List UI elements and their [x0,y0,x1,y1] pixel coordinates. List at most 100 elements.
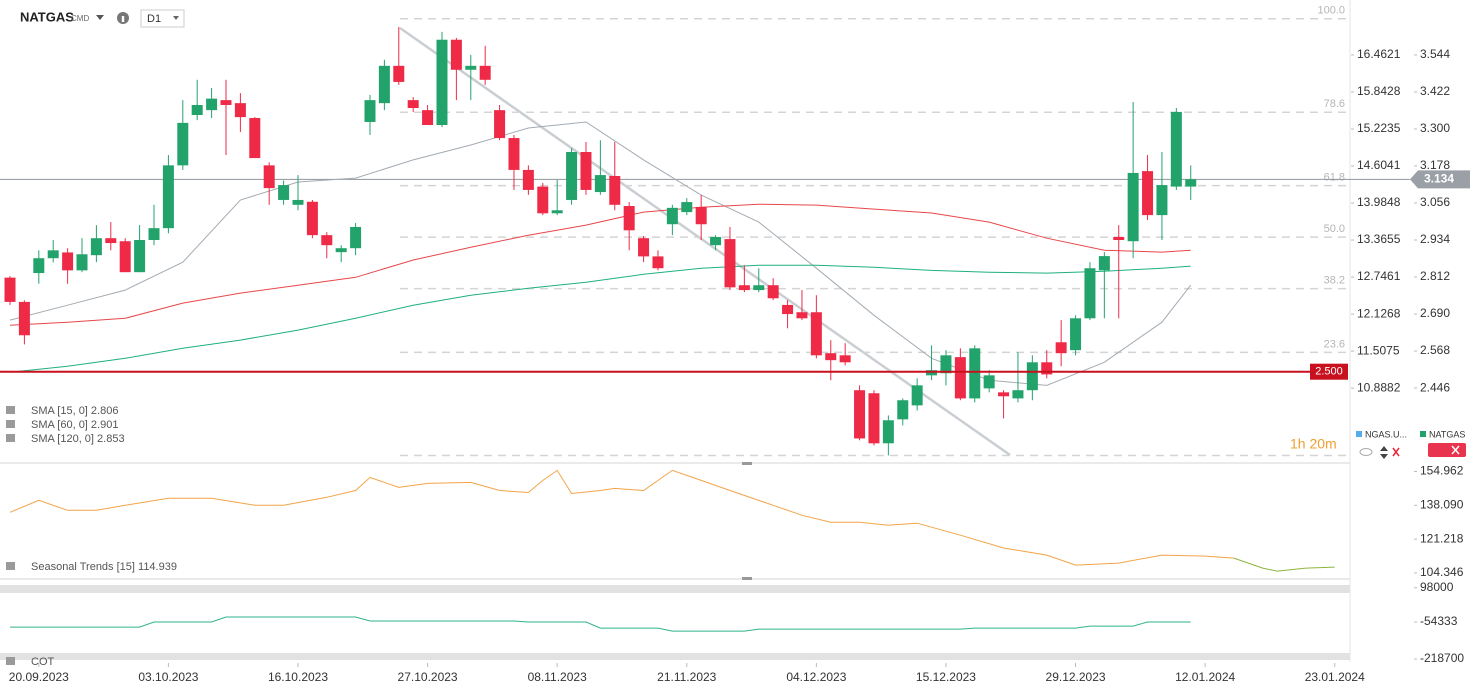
legend-swatch [1356,431,1362,437]
legend-icon[interactable] [6,434,15,442]
last-price-label: 3.134 [1424,171,1454,185]
candle [134,225,146,273]
candle-body [321,235,333,246]
candle-body [638,238,650,257]
legend-label: COT [31,656,55,668]
candle [854,385,866,441]
x-tick-label: 03.10.2023 [138,670,198,684]
legend-icon[interactable] [6,406,15,414]
legend-icon[interactable] [6,657,15,665]
candle [983,370,995,393]
candle-body [782,304,794,315]
candle-body [436,39,448,126]
candle-body [1098,256,1110,271]
candle [594,140,606,195]
candle-body [796,312,808,319]
candle [191,79,203,121]
candle [623,202,635,251]
symbol[interactable]: NATGAS [20,9,74,24]
candle [825,340,837,381]
candle-body [1041,362,1053,375]
legend-label: SMA [120, 0] 2.853 [31,433,125,445]
candle-body [306,201,318,236]
y-tick-label: 13.9848 [1357,195,1401,209]
symbol-dropdown[interactable] [96,15,104,20]
candle-body [148,228,160,241]
candle [119,238,131,273]
interval-select[interactable] [140,9,185,28]
fib-label: 78.6 [1324,98,1345,110]
resize-handle[interactable] [742,577,752,580]
trend-line[interactable] [399,26,1011,457]
candle [911,378,923,411]
candle-body [206,98,218,111]
candle-body [652,256,664,269]
close-position-button[interactable] [1428,443,1466,457]
info-icon-mark [121,16,125,22]
x-tick-label: 27.10.2023 [398,670,458,684]
candle-body [1156,185,1168,216]
market: CMD [71,14,89,23]
candle [234,93,246,132]
candle-body [594,175,606,193]
candle [1012,352,1024,403]
candle [537,182,549,216]
candle-body [810,312,822,356]
x-tick-label: 08.11.2023 [528,670,587,684]
remove-icon[interactable] [1392,447,1400,457]
candle [321,232,333,259]
candle-body [162,165,174,229]
candle-body [753,285,765,291]
candle-body [393,65,405,82]
candle-body [263,165,275,189]
candle-body [494,110,506,139]
interval-caret [173,16,179,20]
close-icon [1451,445,1460,455]
candle-body [868,393,880,444]
candle-body [1113,236,1125,241]
resize-handle[interactable] [742,462,752,465]
y-tick-label: 2.690 [1420,306,1450,320]
y-tick-label: 13.3655 [1357,232,1401,246]
candle-body [998,392,1010,397]
candle-body [450,39,462,70]
x-tick-label: 12.01.2024 [1175,670,1235,684]
legend-icon[interactable] [6,420,15,428]
candle-body [911,385,923,406]
candle-body [1070,318,1082,351]
candle-body [1142,171,1154,216]
candle [1127,101,1139,259]
candle [18,300,30,345]
order-icon[interactable] [1380,446,1388,459]
y-tick-label: 2.934 [1420,232,1450,246]
candle-body [62,252,74,271]
candle-body [1055,342,1067,354]
candle [1142,155,1154,220]
candle [1041,350,1053,379]
candle-body [191,104,203,115]
fib-label: 100.0 [1317,5,1345,17]
candle [4,276,16,305]
fib-label: 50.0 [1324,223,1345,235]
candle-body [18,301,30,336]
y-tick-label: 15.8428 [1357,84,1401,98]
price-level-tag [1310,363,1348,380]
candle [306,199,318,239]
candle-body [4,277,16,302]
candle-body [954,357,966,399]
y-tick-label: 3.422 [1420,84,1450,98]
candle-body [767,285,779,299]
y-tick-label: 138.090 [1420,497,1464,511]
series-line [10,616,1191,632]
candle-body [422,110,434,126]
candle-body [882,420,894,444]
visibility-icon[interactable] [1359,448,1373,456]
x-tick-label: 16.10.2023 [268,670,328,684]
candle-body [33,258,45,274]
legend-icon[interactable] [6,562,15,570]
legend-swatch [1420,431,1426,437]
candle-body [292,199,304,205]
candle-body [1127,172,1139,242]
legend-label: NATGAS [1429,429,1465,439]
candle [1084,262,1096,321]
